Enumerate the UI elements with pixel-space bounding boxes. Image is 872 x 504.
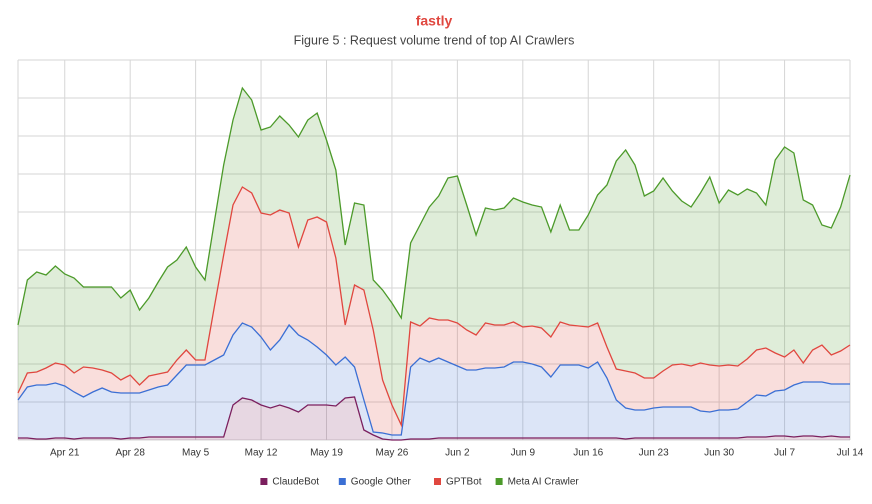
line <box>17 86 851 326</box>
line <box>18 396 850 441</box>
x-tick-label: Jun 23 <box>639 448 669 459</box>
legend-swatch <box>338 478 346 485</box>
areas <box>17 86 851 441</box>
legend-label: Meta AI Crawler <box>508 477 580 488</box>
x-tick-label: Jun 16 <box>573 448 603 459</box>
area <box>18 88 850 425</box>
legend-swatch <box>434 478 441 485</box>
x-tick-label: Apr 28 <box>115 448 145 459</box>
x-tick-label: Jun 30 <box>704 448 734 459</box>
grid <box>17 59 851 441</box>
line <box>17 322 850 436</box>
legend: ClaudeBot Google Other GPTBot Meta AI Crawl… <box>260 477 579 488</box>
legend-label: Google Other <box>351 477 412 488</box>
legend-label: GPTBot <box>446 477 482 488</box>
x-tick-label: Jul 7 <box>774 448 796 459</box>
line <box>17 186 851 428</box>
x-tick-label: Jun 9 <box>511 448 536 459</box>
x-tick-label: May 26 <box>376 448 409 459</box>
x-tick-label: May 5 <box>182 448 210 459</box>
legend-swatch <box>495 478 503 485</box>
legend-swatch <box>260 478 268 485</box>
area <box>18 323 850 440</box>
x-tick-label: May 12 <box>245 448 278 459</box>
x-tick-label: Jun 2 <box>445 448 470 459</box>
x-tick-label: Apr 21 <box>50 448 80 459</box>
x-tick-label: May 19 <box>310 448 343 459</box>
chart-title: Figure 5 : Request volume trend of top A… <box>294 33 575 47</box>
brand: fastly <box>416 13 453 29</box>
x-axis: Apr 21 Apr 28 May 5 May 12 May 19 May 26 Jun 2… <box>50 448 864 459</box>
legend-label: ClaudeBot <box>272 477 319 488</box>
x-tick-label: Jul 14 <box>837 448 864 459</box>
area <box>18 187 850 435</box>
